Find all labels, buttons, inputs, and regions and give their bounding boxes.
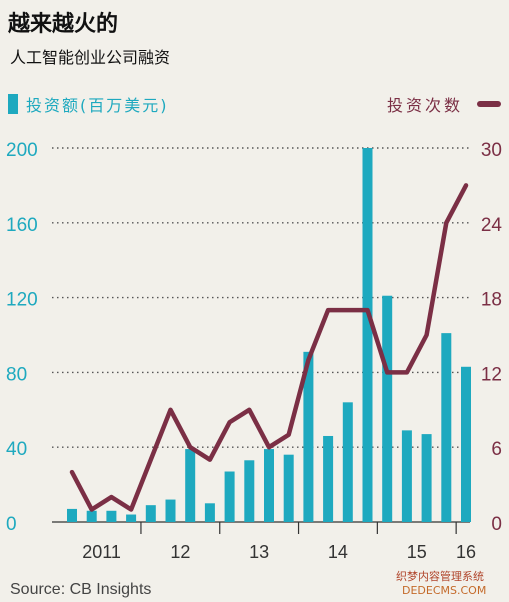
bar: [165, 499, 176, 522]
bar: [126, 514, 137, 522]
right-tick-label: 6: [491, 439, 502, 460]
right-tick-label: 0: [491, 514, 502, 535]
source-note: Source: CB Insights: [10, 581, 152, 598]
bar: [461, 366, 471, 522]
bar: [283, 454, 294, 522]
left-tick-label: 120: [6, 290, 38, 311]
left-tick-label: 160: [6, 215, 38, 236]
bar: [204, 503, 215, 522]
left-tick-label: 40: [6, 439, 27, 460]
right-tick-label: 30: [481, 140, 502, 161]
x-tick-label: 16: [456, 542, 476, 562]
bar: [382, 295, 393, 522]
watermark-text: 织梦内容管理系统: [396, 570, 484, 583]
bar: [86, 510, 97, 522]
line-legend-label: 投资次数: [386, 96, 463, 115]
left-tick-label: 80: [6, 364, 27, 385]
bar-legend-label: 投资额(百万美元): [26, 96, 169, 115]
bar: [224, 471, 235, 522]
x-tick-label: 2011: [82, 542, 121, 562]
bar: [441, 333, 452, 522]
bar: [264, 449, 274, 522]
bar: [401, 430, 412, 522]
bar: [106, 510, 117, 522]
bar: [145, 505, 156, 522]
bar: [421, 434, 432, 522]
bar-legend-swatch: [8, 94, 18, 114]
x-tick-label: 14: [328, 542, 348, 562]
x-tick-label: 13: [249, 542, 269, 562]
right-tick-label: 12: [481, 364, 502, 385]
line-series: [69, 183, 469, 512]
right-tick-label: 24: [481, 215, 503, 236]
chart-subtitle: 人工智能创业公司融资: [10, 48, 171, 67]
line-legend-swatch: [477, 101, 501, 107]
bar: [244, 460, 255, 522]
left-tick-label: 0: [6, 514, 17, 535]
x-tick-label: 12: [170, 542, 190, 562]
bar: [323, 435, 334, 522]
right-tick-label: 18: [481, 290, 502, 311]
bar: [185, 449, 196, 522]
bar: [67, 508, 77, 522]
legend-right: 投资次数: [387, 92, 501, 116]
legend-left: 投资额(百万美元): [8, 92, 169, 116]
bar: [303, 351, 314, 522]
chart-title: 越来越火的: [8, 12, 119, 37]
bar: [362, 148, 373, 522]
bar: [342, 402, 353, 522]
watermark-url: DEDECMS.COM: [402, 584, 487, 597]
left-tick-label: 200: [6, 140, 38, 161]
x-tick-label: 15: [407, 542, 427, 562]
